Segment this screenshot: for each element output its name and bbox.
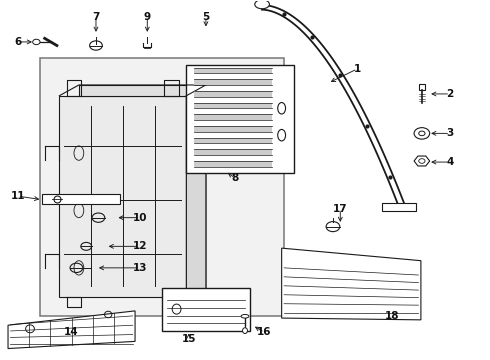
Bar <box>42 194 121 204</box>
Ellipse shape <box>33 39 40 45</box>
Text: 2: 2 <box>446 89 454 99</box>
Bar <box>59 96 186 297</box>
Polygon shape <box>186 85 206 304</box>
Text: 8: 8 <box>232 173 239 183</box>
Bar <box>186 65 294 173</box>
Text: 10: 10 <box>133 213 147 222</box>
Text: 13: 13 <box>133 263 147 273</box>
Bar <box>40 58 284 316</box>
Text: 7: 7 <box>92 12 99 22</box>
Text: 5: 5 <box>202 12 210 22</box>
Bar <box>162 288 250 330</box>
Bar <box>79 85 206 96</box>
Text: 9: 9 <box>144 12 151 22</box>
Text: 14: 14 <box>64 327 79 337</box>
Ellipse shape <box>243 328 247 333</box>
Text: 18: 18 <box>384 311 399 321</box>
Ellipse shape <box>255 0 270 9</box>
Text: 3: 3 <box>446 129 454 138</box>
Polygon shape <box>282 248 421 320</box>
Text: 15: 15 <box>182 333 196 343</box>
Ellipse shape <box>241 315 249 318</box>
Text: 4: 4 <box>446 157 454 167</box>
Bar <box>419 84 425 90</box>
Text: 6: 6 <box>14 37 22 47</box>
Text: 1: 1 <box>354 64 361 74</box>
Text: 12: 12 <box>133 241 147 251</box>
Text: 17: 17 <box>333 204 347 214</box>
Text: 16: 16 <box>257 327 272 337</box>
Text: 11: 11 <box>11 191 25 201</box>
Bar <box>382 203 416 211</box>
Polygon shape <box>8 311 135 348</box>
